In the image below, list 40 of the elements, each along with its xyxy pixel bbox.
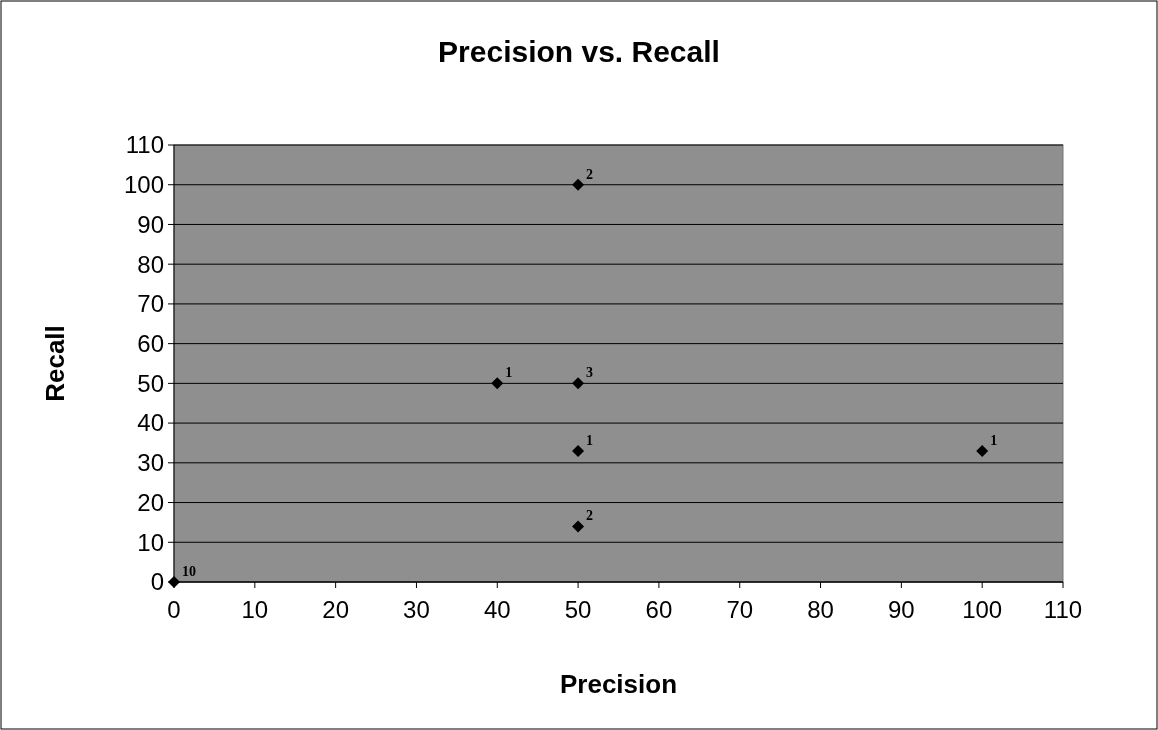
point bbox=[976, 444, 989, 457]
y-tick-label: 60 bbox=[137, 330, 164, 358]
x-tick-label: 30 bbox=[403, 596, 430, 623]
point bbox=[572, 178, 585, 191]
y-tick-label: 80 bbox=[137, 250, 164, 278]
annotation: 2 bbox=[586, 166, 594, 182]
x-tick-label: 80 bbox=[807, 596, 834, 623]
annotation: 3 bbox=[586, 365, 594, 381]
chart-title: Precision vs. Recall bbox=[438, 35, 720, 68]
x-tick-label: 100 bbox=[962, 596, 1003, 623]
y-axis-title: Recall bbox=[40, 325, 70, 402]
y-tick-label: 50 bbox=[137, 369, 164, 397]
y-tick-label: 30 bbox=[137, 449, 164, 477]
annotation: 1 bbox=[505, 365, 513, 381]
x-tick-label: 110 bbox=[1043, 596, 1083, 623]
point bbox=[572, 444, 585, 457]
y-tick-label: 40 bbox=[137, 409, 164, 437]
y-tick-label: 90 bbox=[137, 210, 164, 238]
y-tick-label: 0 bbox=[150, 568, 164, 596]
x-axis-title: Precision bbox=[559, 669, 678, 699]
annotation: 1 bbox=[990, 432, 998, 448]
point bbox=[491, 377, 504, 390]
x-tick-label: 50 bbox=[564, 596, 592, 623]
annotation: 1 bbox=[586, 432, 594, 448]
x-tick-label: 90 bbox=[888, 596, 915, 623]
x-tick-label: 10 bbox=[241, 596, 269, 623]
y-tick-label: 10 bbox=[137, 528, 164, 556]
annotation: 2 bbox=[586, 508, 594, 524]
x-tick-label: 60 bbox=[645, 596, 673, 623]
x-tick-label: 40 bbox=[483, 596, 511, 623]
y-tick-label: 110 bbox=[125, 131, 164, 159]
x-tick-label: 70 bbox=[726, 596, 754, 623]
y-tick-label: 100 bbox=[123, 171, 164, 199]
x-tick-label: 20 bbox=[322, 596, 349, 623]
x-tick-label: 0 bbox=[167, 596, 181, 623]
point bbox=[572, 520, 585, 533]
y-tick-label: 20 bbox=[137, 488, 164, 516]
annotation: 10 bbox=[182, 564, 196, 579]
y-tick-label: 70 bbox=[137, 290, 164, 318]
point bbox=[572, 377, 585, 390]
